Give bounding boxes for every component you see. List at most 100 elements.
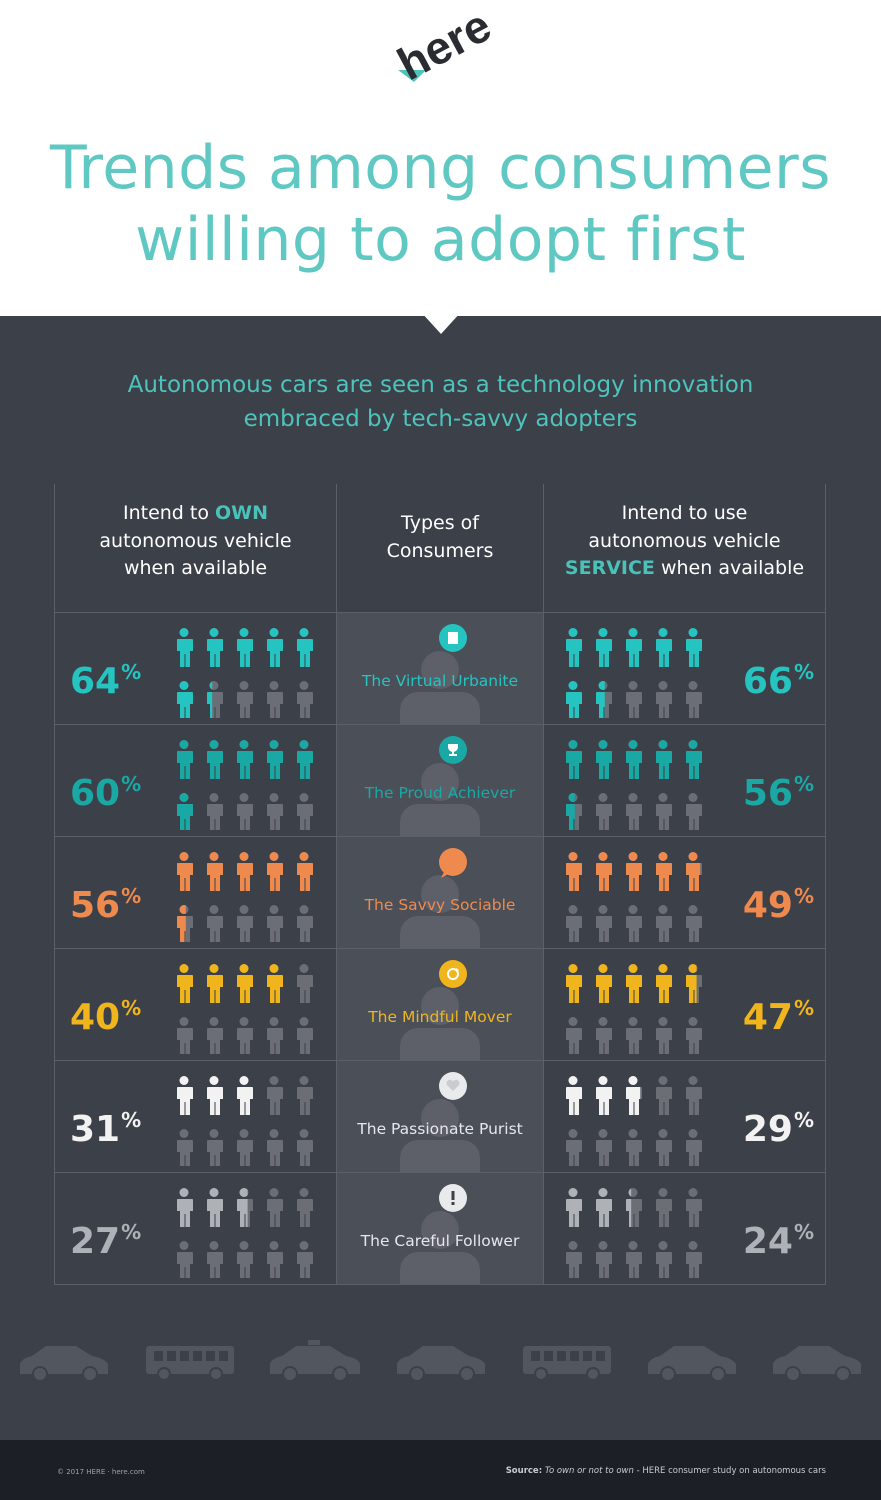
consumer-type: The Careful Follower: [337, 1172, 543, 1284]
person-icon-filled: [206, 681, 213, 718]
table-border-bottom: [54, 1284, 826, 1285]
service-percent-value: 56: [742, 773, 793, 814]
person-silhouette-icon: [400, 1099, 480, 1172]
person-icon: [625, 793, 642, 830]
person-icon-filled: [565, 1076, 582, 1115]
person-silhouette-icon: [400, 763, 480, 836]
consumer-row: 64% The Virtual Urbanite 66%: [54, 612, 826, 724]
person-icon: [595, 1241, 612, 1278]
panel-subtitle: Autonomous cars are seen as a technology…: [127, 372, 754, 432]
consumer-type-label: The Virtual Urbanite: [361, 672, 519, 690]
refresh-icon: [439, 960, 467, 988]
person-icon: [655, 681, 672, 718]
person-icon-filled: [296, 852, 313, 891]
person-icon-filled: [565, 1188, 582, 1227]
own-percent-value: 64: [70, 661, 121, 702]
person-icon-filled: [565, 681, 582, 718]
person-icon: [266, 681, 283, 718]
person-icon: [565, 905, 582, 942]
person-icon-filled: [595, 681, 605, 718]
service-people-pictogram: [565, 1188, 702, 1278]
person-icon: [655, 1129, 672, 1166]
consumer-type: The Passionate Purist: [337, 1060, 543, 1172]
percent-sign: %: [793, 1108, 814, 1132]
person-icon-filled: [176, 1188, 193, 1227]
person-icon-filled: [296, 628, 313, 667]
person-icon: [236, 905, 253, 942]
person-icon: [685, 1076, 702, 1115]
person-icon-filled: [236, 964, 253, 1003]
person-icon-filled: [595, 1076, 612, 1115]
service-people-pictogram: [565, 852, 702, 942]
person-icon-filled: [685, 628, 702, 667]
consumer-row: 27% The Careful Follower 24%: [54, 1172, 826, 1284]
person-icon-filled: [595, 1188, 612, 1227]
header: here Trends among consumers willing to a…: [0, 0, 881, 316]
car-icon: [648, 1346, 736, 1382]
percent-sign: %: [121, 996, 142, 1020]
person-icon-filled: [565, 793, 575, 830]
person-icon: [655, 1241, 672, 1278]
column-header-own-pre: Intend to: [122, 502, 216, 524]
person-icon-filled: [565, 628, 582, 667]
person-icon-filled: [236, 628, 253, 667]
consumer-type-label: The Passionate Purist: [357, 1120, 523, 1138]
person-icon-filled: [266, 964, 283, 1003]
person-icon-filled: [685, 740, 702, 779]
car-icon: [20, 1346, 108, 1382]
consumer-type-label: The Proud Achiever: [364, 784, 516, 802]
row-divider: [54, 1060, 826, 1061]
column-header-service-emphasis: SERVICE: [564, 557, 655, 579]
own-people-pictogram: [176, 1076, 313, 1166]
person-icon-filled: [206, 1076, 223, 1115]
person-icon-filled: [176, 852, 193, 891]
person-icon: [236, 681, 253, 718]
person-icon: [565, 1129, 582, 1166]
person-icon-filled: [236, 1188, 248, 1227]
person-icon-filled: [176, 905, 186, 942]
percent-sign: %: [793, 660, 814, 684]
person-icon-filled: [625, 852, 642, 891]
service-people-pictogram: [565, 1076, 702, 1166]
logo-text: here: [389, 0, 499, 90]
column-header-service-pre: Intend to use autonomous vehicle: [588, 502, 781, 552]
person-icon: [625, 905, 642, 942]
person-icon-filled: [176, 681, 193, 718]
own-percent-value: 27: [70, 1221, 121, 1262]
person-icon: [685, 681, 702, 718]
source-label: Source:: [505, 1466, 543, 1476]
row-divider: [54, 1172, 826, 1173]
service-people-pictogram: [565, 964, 702, 1054]
panel-notch: [421, 312, 461, 334]
person-icon-filled: [595, 628, 612, 667]
consumer-avatar: [400, 624, 480, 724]
consumer-row: 56% The Savvy Sociable 49%: [54, 836, 826, 948]
person-icon: [266, 793, 283, 830]
consumer-avatar: [400, 1072, 480, 1172]
person-icon: [655, 793, 672, 830]
trophy-icon: [439, 736, 467, 764]
person-icon-filled: [266, 740, 283, 779]
own-percent: 64%: [70, 652, 180, 702]
person-icon: [685, 905, 702, 942]
person-icon-filled: [176, 964, 193, 1003]
person-icon-filled: [296, 740, 313, 779]
person-icon-filled: [625, 740, 642, 779]
consumer-avatar: [400, 960, 480, 1060]
person-icon: [595, 1129, 612, 1166]
percent-sign: %: [121, 1220, 142, 1244]
consumer-row: 40% The Mindful Mover 47%: [54, 948, 826, 1060]
taxi-icon: [270, 1340, 360, 1382]
person-icon: [625, 1241, 642, 1278]
person-icon-filled: [625, 1076, 641, 1115]
consumer-avatar: [400, 736, 480, 836]
column-header-own-emphasis: OWN: [215, 502, 269, 524]
person-icon: [595, 905, 612, 942]
own-percent-value: 31: [70, 1109, 121, 1150]
person-icon-filled: [595, 852, 612, 891]
person-icon: [176, 1241, 193, 1278]
person-icon: [685, 1188, 702, 1227]
own-people-pictogram: [176, 1188, 313, 1278]
person-icon: [266, 905, 283, 942]
person-icon: [206, 905, 223, 942]
